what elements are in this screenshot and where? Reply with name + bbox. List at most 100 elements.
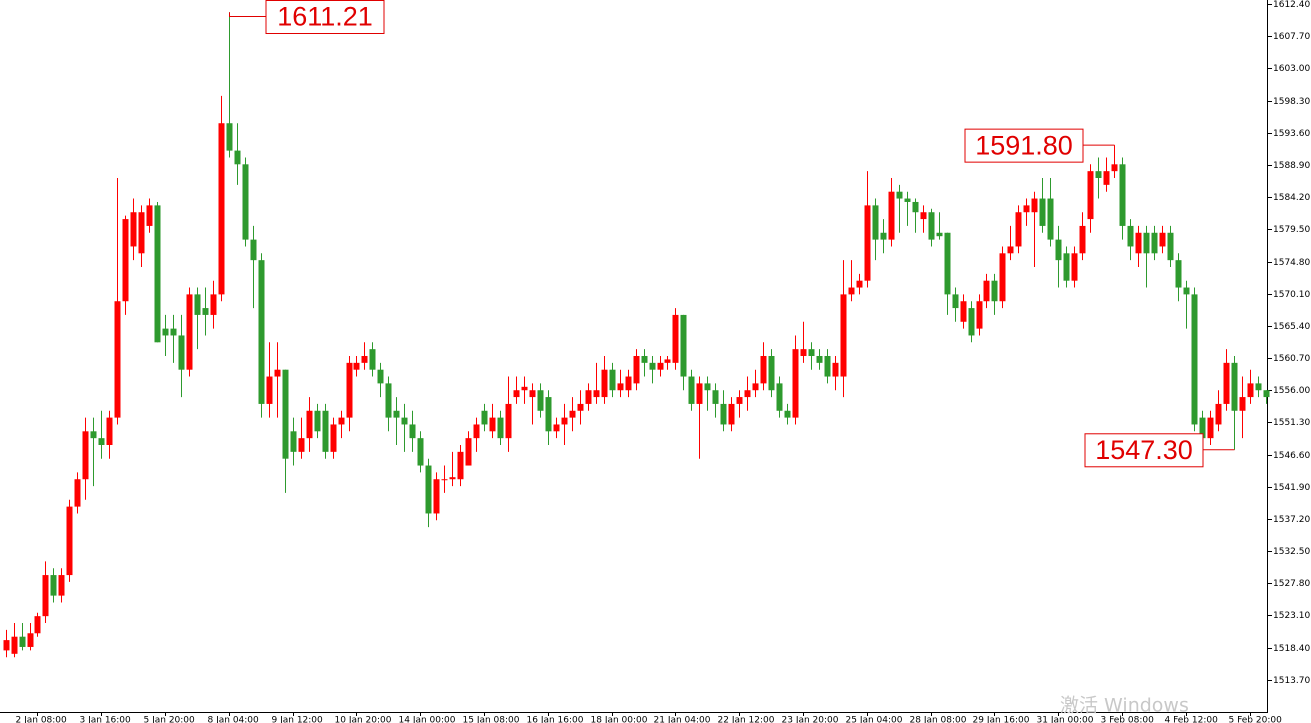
- y-tick-label: 1523.10: [1273, 611, 1310, 621]
- candle-body: [561, 417, 568, 425]
- y-tick-label: 1603.00: [1273, 64, 1310, 74]
- candle-body: [800, 349, 807, 356]
- candle-body: [449, 477, 456, 480]
- candle-body: [720, 403, 727, 425]
- candle-body: [401, 417, 408, 425]
- y-tick-label: 1588.90: [1273, 161, 1310, 171]
- candle-body: [425, 465, 432, 514]
- candle-body: [1263, 390, 1270, 398]
- candle-body: [130, 212, 137, 247]
- candle-body: [298, 438, 305, 452]
- y-tick-label: 1570.10: [1273, 290, 1310, 300]
- candle-body: [641, 356, 648, 363]
- candle-body: [704, 383, 711, 391]
- candle-body: [1247, 383, 1254, 398]
- y-tick-label: 1546.60: [1273, 451, 1310, 461]
- candle-body: [1151, 232, 1158, 254]
- y-tick-label: 1574.80: [1273, 258, 1310, 268]
- candle-body: [274, 369, 281, 377]
- candle-body: [74, 479, 81, 507]
- y-tick-label: 1513.70: [1273, 676, 1310, 686]
- y-tick-label: 1537.20: [1273, 515, 1310, 525]
- candle-body: [1231, 362, 1238, 411]
- candle-body: [912, 201, 919, 213]
- candle-body: [489, 417, 496, 432]
- candle-body: [1063, 253, 1070, 281]
- candle-body: [569, 410, 576, 418]
- candle-body: [210, 294, 217, 315]
- candle-body: [58, 575, 65, 596]
- x-tick-label: 18 Jan 00:00: [591, 716, 648, 723]
- candle-body: [625, 376, 632, 391]
- candle-body: [50, 575, 57, 596]
- candle-body: [904, 198, 911, 202]
- candle-body: [1135, 232, 1142, 254]
- candle-body: [880, 232, 887, 240]
- candle-body: [928, 212, 935, 240]
- candle-body: [1175, 260, 1182, 288]
- x-tick-label: 10 Jan 20:00: [335, 716, 392, 723]
- candle-body: [609, 369, 616, 391]
- candle-body: [218, 123, 225, 295]
- candle-body: [545, 397, 552, 432]
- candle-body: [824, 356, 831, 377]
- y-tick-label: 1541.90: [1273, 483, 1310, 493]
- candle-body: [601, 369, 608, 398]
- candle-body: [1047, 198, 1054, 240]
- candle-body: [1111, 164, 1118, 172]
- candle-body: [1071, 253, 1078, 281]
- y-tick-label: 1560.70: [1273, 354, 1310, 364]
- candle-body: [114, 301, 121, 418]
- candle-body: [680, 314, 687, 377]
- candle-body: [66, 506, 73, 576]
- candle-body: [146, 205, 153, 226]
- candle-body: [417, 438, 424, 466]
- candle-body: [553, 424, 560, 432]
- candle-body: [728, 403, 735, 425]
- candle-body: [457, 451, 464, 480]
- candle-body: [1159, 232, 1166, 247]
- x-tick-label: 22 Jan 12:00: [718, 716, 775, 723]
- candle-body: [577, 403, 584, 411]
- candle-body: [1183, 287, 1190, 295]
- candle-body: [1223, 362, 1230, 404]
- x-tick-label: 16 Jan 16:00: [527, 716, 584, 723]
- candle-body: [90, 431, 97, 439]
- candle-body: [266, 376, 273, 404]
- candle-body: [1167, 232, 1174, 261]
- x-tick-label: 29 Jan 16:00: [973, 716, 1030, 723]
- candle-body: [649, 362, 656, 370]
- candle-body: [409, 424, 416, 439]
- candle-body: [330, 424, 337, 452]
- candle-body: [832, 362, 839, 377]
- candle-body: [1039, 198, 1046, 226]
- x-tick-label: 2 Jan 08:00: [16, 716, 68, 723]
- candle-body: [983, 280, 990, 302]
- y-tick-label: 1518.40: [1273, 644, 1310, 654]
- candle-body: [497, 417, 504, 439]
- candle-body: [736, 397, 743, 404]
- candle-body: [617, 383, 624, 391]
- x-tick-label: 3 Jan 16:00: [80, 716, 132, 723]
- y-tick-label: 1607.70: [1273, 32, 1310, 42]
- candle-body: [178, 335, 185, 370]
- candle-body: [920, 212, 927, 220]
- candle-body: [944, 232, 951, 295]
- y-tick-label: 1527.80: [1273, 579, 1310, 589]
- y-tick-label: 1598.30: [1273, 97, 1310, 107]
- annotation-box: [1084, 433, 1204, 468]
- candle-body: [106, 417, 113, 445]
- candle-body: [1079, 225, 1086, 254]
- candle-body: [593, 390, 600, 398]
- candle-body: [385, 383, 392, 418]
- candle-body: [513, 390, 520, 398]
- candle-body: [1143, 232, 1150, 254]
- candle-body: [848, 287, 855, 295]
- candle-body: [864, 205, 871, 281]
- candle-body: [122, 219, 129, 302]
- candle-body: [1127, 225, 1134, 247]
- candle-body: [752, 383, 759, 391]
- candle-body: [194, 294, 201, 315]
- candle-body: [696, 383, 703, 404]
